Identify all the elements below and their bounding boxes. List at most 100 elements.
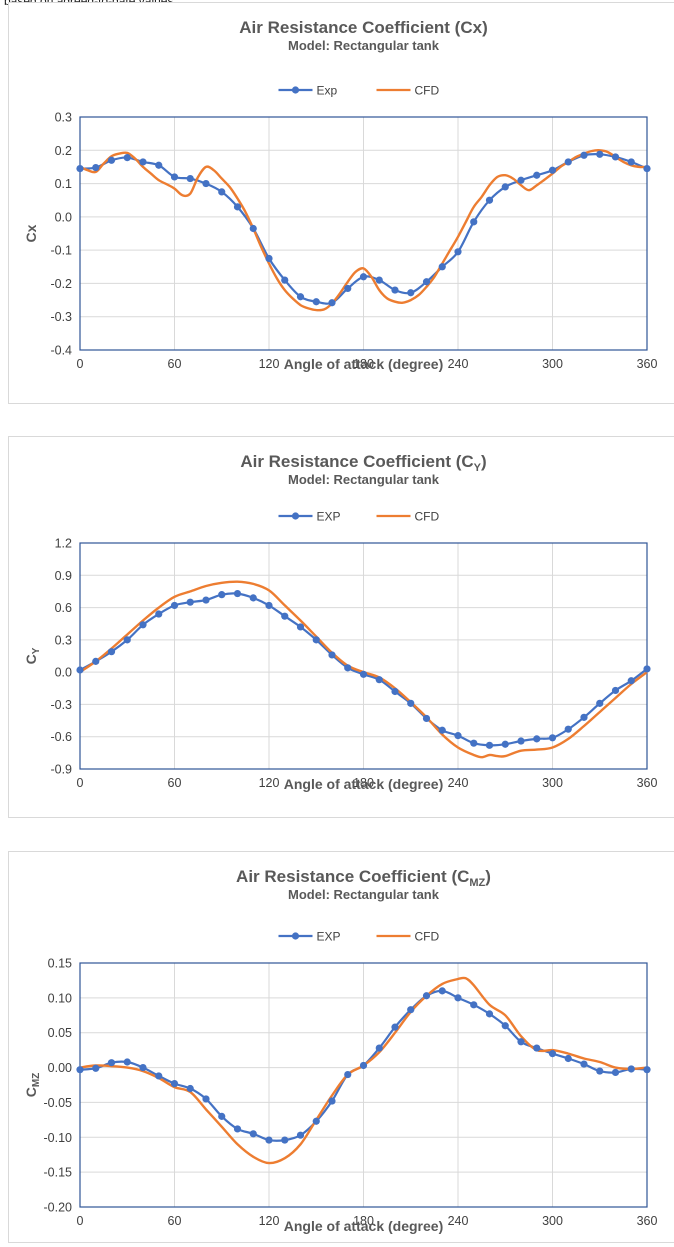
y-tick-label: 0.3	[55, 111, 72, 125]
x-axis-title: Angle of attack (degree)	[284, 1218, 443, 1234]
x-tick-label: 60	[168, 776, 182, 790]
data-point-exp	[470, 218, 478, 226]
x-tick-label: 240	[448, 357, 469, 371]
data-point-exp	[391, 687, 399, 696]
data-point-exp	[454, 248, 462, 256]
legend-label-exp: Exp	[317, 84, 338, 98]
x-tick-label: 180	[353, 776, 374, 790]
data-point-exp	[501, 183, 509, 191]
x-axis-title: Angle of attack (degree)	[284, 356, 443, 372]
data-point-exp	[233, 589, 242, 598]
legend-marker-exp	[291, 512, 300, 520]
x-tick-label: 120	[259, 1214, 280, 1228]
data-point-exp	[76, 666, 84, 674]
x-tick-label: 0	[77, 776, 84, 790]
data-point-exp	[249, 224, 257, 233]
data-point-exp	[611, 1068, 620, 1077]
y-tick-label: 0.00	[48, 1061, 72, 1075]
y-tick-label: 0.10	[48, 991, 72, 1005]
data-point-exp	[501, 1022, 509, 1030]
data-point-exp	[249, 1130, 257, 1138]
data-point-exp	[517, 176, 525, 184]
x-tick-label: 120	[259, 357, 280, 371]
data-point-exp	[548, 1050, 557, 1058]
y-tick-label: 1.2	[55, 537, 72, 551]
data-point-exp	[218, 591, 226, 599]
data-point-exp	[107, 156, 116, 164]
chart-panel-cmz: Air Resistance Coefficient (CMZ) Model: R…	[8, 851, 674, 1243]
legend-marker-exp	[291, 86, 300, 94]
data-point-exp	[107, 1059, 116, 1067]
data-point-exp	[611, 153, 620, 161]
y-tick-label: -0.3	[50, 698, 72, 712]
data-point-exp	[359, 1061, 368, 1070]
data-point-exp	[485, 196, 494, 204]
data-point-exp	[643, 1066, 651, 1074]
x-tick-label: 0	[77, 1214, 84, 1228]
x-tick-label: 300	[542, 776, 563, 790]
data-point-exp	[202, 179, 210, 188]
x-tick-label: 180	[353, 357, 374, 371]
data-point-exp	[296, 1131, 305, 1139]
data-point-exp	[218, 188, 226, 196]
y-axis-title: CY	[23, 647, 42, 664]
x-tick-label: 60	[168, 1214, 182, 1228]
data-point-exp	[407, 699, 415, 707]
data-point-exp	[643, 665, 651, 673]
data-point-exp	[470, 1001, 478, 1009]
cx-chart: Air Resistance Coefficient (Cx)Model: Re…	[23, 18, 658, 372]
data-point-exp	[123, 1058, 131, 1066]
data-point-exp	[92, 163, 100, 172]
data-point-exp	[123, 636, 131, 644]
legend: Exp CFD	[278, 84, 440, 98]
data-point-exp	[155, 161, 163, 169]
data-point-exp	[170, 1080, 179, 1088]
data-point-exp	[296, 293, 305, 301]
data-point-exp	[643, 164, 651, 173]
data-point-exp	[170, 173, 179, 181]
data-point-exp	[328, 651, 336, 659]
y-tick-label: 0.2	[55, 144, 72, 158]
x-tick-label: 300	[542, 357, 563, 371]
data-point-exp	[281, 612, 289, 620]
data-point-exp	[611, 686, 620, 695]
data-point-exp	[344, 1070, 352, 1079]
data-point-exp	[107, 648, 116, 656]
chart-panel-cx: Air Resistance Coefficient (Cx) Model: Re…	[8, 2, 674, 404]
chart-subtitle: Model: Rectangular tank	[288, 472, 440, 487]
y-tick-label: 0.05	[48, 1026, 72, 1040]
x-tick-label: 300	[542, 1214, 563, 1228]
data-point-exp	[218, 1112, 226, 1120]
chart-title: Air Resistance Coefficient (Cx)	[239, 18, 487, 37]
data-point-exp	[359, 670, 368, 678]
data-point-exp	[470, 739, 478, 747]
data-point-exp	[485, 1010, 494, 1018]
x-tick-label: 360	[637, 357, 658, 371]
y-tick-label: 0.15	[48, 957, 72, 971]
y-tick-label: -0.1	[50, 244, 72, 258]
data-point-exp	[265, 601, 273, 610]
legend-label-exp: EXP	[317, 510, 341, 524]
data-point-exp	[344, 284, 352, 293]
y-tick-label: -0.05	[44, 1096, 73, 1110]
data-point-exp	[391, 286, 399, 294]
data-point-exp	[92, 1064, 100, 1072]
data-point-exp	[627, 677, 635, 685]
data-point-exp	[281, 1136, 289, 1144]
data-point-exp	[186, 1084, 194, 1093]
cmz-chart: Air Resistance Coefficient (CMZ)Model: R…	[23, 867, 657, 1234]
legend: EXP CFD	[278, 930, 439, 944]
data-point-exp	[533, 171, 541, 179]
legend-label-cfd: CFD	[415, 84, 440, 98]
data-point-exp	[249, 594, 257, 602]
y-tick-label: 0.3	[55, 633, 72, 647]
data-point-exp	[422, 278, 431, 286]
data-point-exp	[375, 276, 383, 284]
data-point-exp	[454, 994, 462, 1002]
data-point-exp	[548, 166, 557, 174]
data-point-exp	[485, 741, 494, 749]
data-point-exp	[596, 150, 604, 158]
plot-area-border	[79, 116, 648, 351]
data-point-exp	[139, 621, 147, 629]
data-point-exp	[186, 174, 194, 183]
